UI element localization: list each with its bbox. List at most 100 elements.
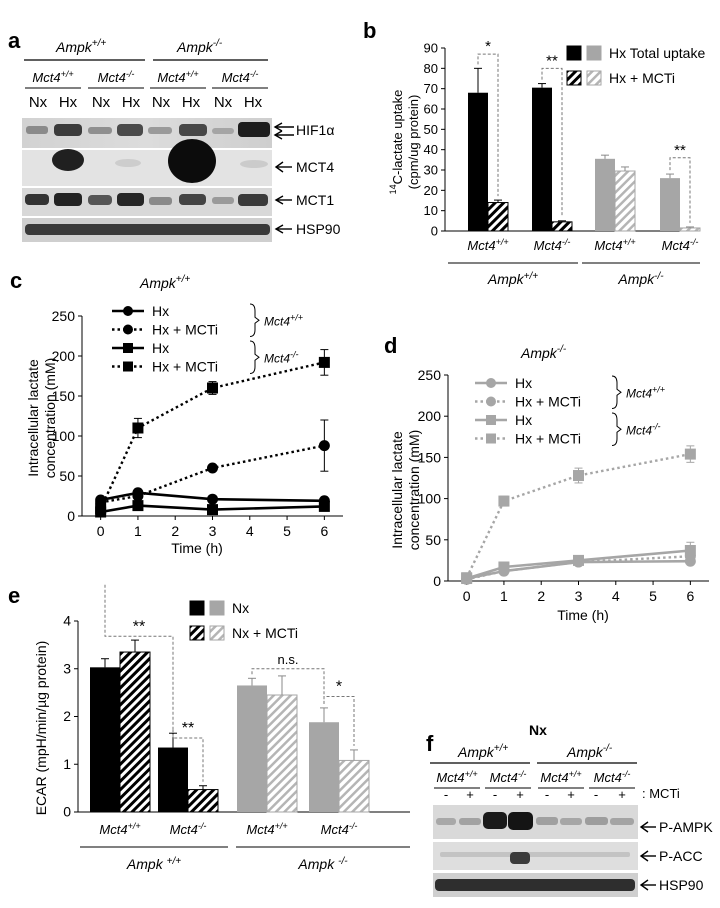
data-point — [573, 554, 584, 566]
legend-marker — [486, 415, 496, 425]
blot-lane-label: - — [594, 787, 598, 802]
significance-bracket — [172, 729, 204, 782]
bar-series-2 — [266, 694, 298, 813]
legend-brace — [249, 340, 260, 374]
f-arrows — [639, 821, 656, 891]
y-tick-label: 100 — [52, 428, 76, 444]
blot-subgroup-label: Mct4-/- — [98, 69, 135, 85]
blot-lane-label: Hx — [122, 94, 141, 111]
y-tick-label: 30 — [424, 163, 438, 178]
series-line — [465, 452, 691, 579]
legend-label: Hx + MCTi — [515, 431, 581, 447]
data-point — [132, 490, 144, 502]
f-title: Nx — [529, 722, 547, 738]
bar-series-2 — [338, 759, 370, 813]
x-group-label: Ampk +/+ — [126, 856, 181, 872]
x-group-label: Ampk-/- — [617, 271, 664, 287]
y-tick-label: 20 — [424, 183, 438, 198]
blot-lane-label: - — [493, 787, 497, 802]
f-blot-pampk — [433, 805, 638, 839]
significance-label: * — [336, 678, 342, 695]
significance-label: * — [485, 38, 491, 55]
data-point — [207, 493, 218, 505]
panel-d-label: d — [384, 333, 397, 358]
y-tick-label: 200 — [418, 408, 442, 424]
x-tick-label: 2 — [171, 523, 179, 539]
blot-lane-label: - — [545, 787, 549, 802]
blot-lane-label: + — [516, 787, 524, 802]
bar-series-1 — [595, 158, 615, 231]
legend-label: Nx + MCTi — [232, 625, 298, 641]
y-tick-label: 0 — [63, 804, 71, 820]
data-point — [95, 503, 107, 515]
panel-a: a Ampk+/+ Ampk-/- Mct4+/+ Mct4-/- Mct4+/+ M… — [8, 28, 341, 242]
legend-brace — [249, 303, 260, 337]
data-point — [318, 440, 330, 452]
data-point — [132, 422, 144, 434]
b-ylabel-unit: (cpm/ug protein) — [406, 95, 421, 190]
a-blot-hsp90 — [22, 218, 272, 242]
x-tick-label: 3 — [575, 588, 583, 604]
bar-series-1 — [158, 747, 188, 812]
legend-swatch — [586, 70, 602, 86]
data-point — [498, 561, 510, 573]
c-ylabel: Intracellular lactate — [25, 359, 41, 477]
significance-bracket — [323, 695, 355, 746]
panel-f: f Nx Ampk+/+ Ampk-/- Mct4+/+ Mct4-/- Mct4+… — [426, 722, 713, 897]
x-tick-label: 0 — [463, 588, 471, 604]
blot-subgroup-label: Mct4-/- — [594, 769, 631, 785]
data-point — [498, 495, 510, 507]
x-tick-label: 5 — [283, 523, 291, 539]
legend-brace — [611, 375, 622, 409]
y-tick-label: 100 — [418, 491, 442, 507]
x-category-label: Mct4-/- — [662, 237, 699, 253]
f-group-ampk-wt: Ampk+/+ — [457, 743, 508, 760]
x-category-label: Mct4+/+ — [594, 237, 635, 253]
legend-swatch — [189, 625, 205, 641]
data-point — [684, 448, 696, 460]
legend-label: Hx + MCTi — [609, 70, 675, 86]
legend-genotype-label: Mct4+/+ — [626, 384, 665, 400]
blot-subgroup-label: Mct4+/+ — [32, 69, 73, 85]
bar-series-2 — [679, 227, 701, 232]
x-category-label: Mct4+/+ — [246, 821, 287, 837]
data-point — [318, 500, 330, 512]
blot-lane-label: - — [444, 787, 448, 802]
y-tick-label: 0 — [67, 508, 75, 524]
legend-marker — [123, 343, 133, 353]
blot-lane-label: + — [618, 787, 626, 802]
panel-c: c Ampk+/+ Intracellular lactate concentr… — [10, 268, 343, 556]
series-line — [100, 504, 325, 514]
y-tick-label: 200 — [52, 348, 76, 364]
d-ylabel: concentration (mM) — [406, 430, 422, 551]
bar-series-1 — [237, 685, 267, 812]
f-blot-label: P-AMPK — [659, 819, 713, 835]
bar-series-1 — [309, 722, 339, 812]
legend-marker — [123, 361, 133, 372]
data-point — [207, 504, 218, 516]
legend-label: Hx + MCTi — [152, 359, 218, 375]
legend-label: Hx — [515, 375, 532, 391]
legend-label: Nx — [232, 600, 249, 616]
significance-label: ** — [546, 52, 558, 69]
blot-lane-label: Nx — [214, 94, 233, 111]
y-tick-label: 150 — [52, 388, 76, 404]
significance-bracket — [251, 668, 325, 704]
legend-marker — [123, 306, 133, 316]
c-ylabel: concentration (mM) — [42, 358, 58, 479]
x-tick-label: 3 — [209, 523, 217, 539]
y-tick-label: 250 — [52, 308, 76, 324]
series-line — [466, 549, 691, 580]
panel-f-label: f — [426, 731, 434, 756]
legend-swatch — [189, 600, 205, 616]
f-blot-label: P-ACC — [659, 848, 703, 864]
legend-genotype-label: Mct4-/- — [626, 421, 661, 437]
d-ylabel: Intracellular lactate — [389, 431, 405, 549]
legend-swatch — [209, 600, 225, 616]
legend-swatch — [566, 70, 582, 86]
x-group-label: Ampk+/+ — [487, 271, 538, 287]
bar-series-1 — [468, 92, 488, 231]
x-category-label: Mct4-/- — [170, 821, 207, 837]
blot-subgroup-label: Mct4+/+ — [540, 769, 581, 785]
a-blot-label: MCT4 — [296, 159, 334, 175]
